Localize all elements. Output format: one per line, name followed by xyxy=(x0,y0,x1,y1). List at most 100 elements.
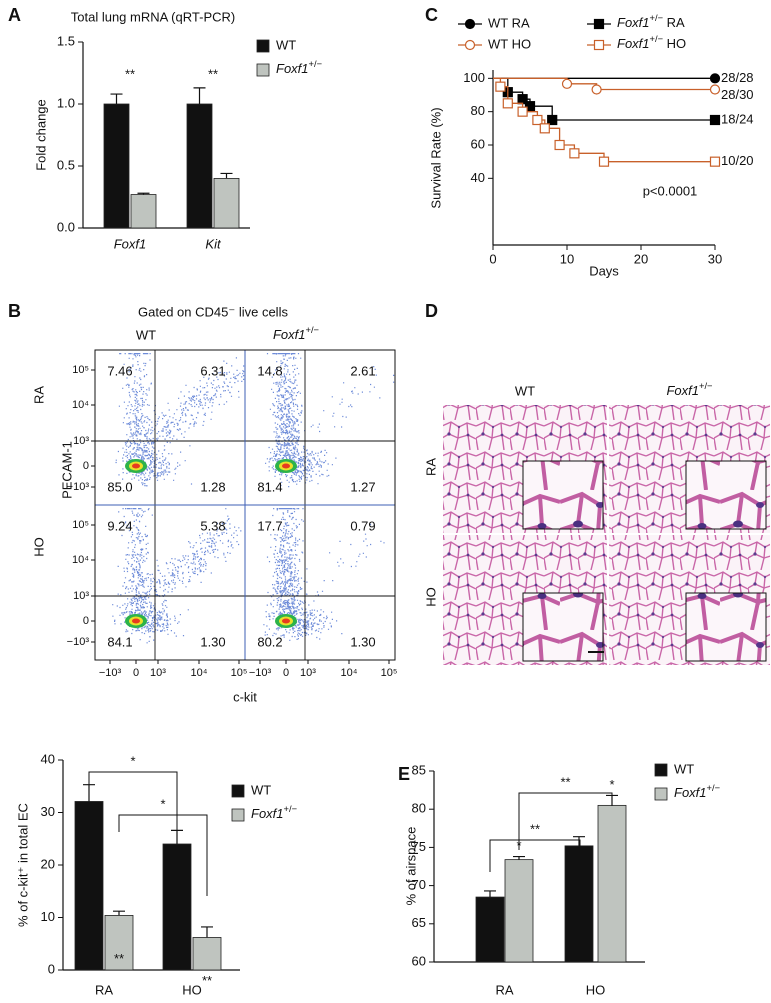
marker xyxy=(709,73,721,84)
y-tick-label: 40 xyxy=(41,751,55,766)
legend-label: WT xyxy=(276,37,296,52)
marker xyxy=(524,101,536,112)
bar xyxy=(162,843,192,971)
legend-swatch xyxy=(231,784,245,798)
marker xyxy=(598,156,610,167)
x-tick-label: 10 xyxy=(560,251,574,266)
y-tick-label: 1.0 xyxy=(57,95,75,110)
row-label: HO xyxy=(31,537,46,557)
marker xyxy=(561,78,573,89)
significance-label: ** xyxy=(125,66,135,81)
quadrant-percent: 1.28 xyxy=(200,479,225,494)
legend-marker xyxy=(593,39,605,51)
bar xyxy=(597,804,627,963)
y-tick-label: 60 xyxy=(471,136,485,151)
x-tick-label: 30 xyxy=(708,251,722,266)
y-tick-label: −10³ xyxy=(67,481,90,493)
histology-inset xyxy=(685,460,767,530)
legend-marker xyxy=(464,18,476,30)
bracket-label: ** xyxy=(560,774,570,789)
column-label: Foxf1+/− xyxy=(666,381,712,398)
bracket xyxy=(118,814,208,896)
legend-label: Foxf1+/− xyxy=(276,59,322,76)
y-tick-label: 65 xyxy=(412,915,426,930)
flow-title: Gated on CD45⁻ live cells xyxy=(138,304,288,319)
y-tick-label: 40 xyxy=(471,170,485,185)
quadrant-percent: 1.27 xyxy=(350,479,375,494)
error-bar xyxy=(171,829,183,844)
legend-swatch xyxy=(256,63,270,77)
quadrant-percent: 85.0 xyxy=(107,479,132,494)
bar xyxy=(475,896,505,963)
y-tick-label: 0 xyxy=(48,961,55,976)
marker xyxy=(532,114,543,126)
legend-swatch xyxy=(654,787,668,801)
marker xyxy=(591,84,602,95)
panel-letter: B xyxy=(8,301,21,321)
panel-letter: D xyxy=(425,301,438,321)
bar xyxy=(504,859,534,963)
density-core xyxy=(132,618,140,624)
quadrant-percent: 17.7 xyxy=(257,518,282,533)
bar xyxy=(192,937,222,971)
legend-label: WT xyxy=(251,782,271,797)
column-label: Foxf1+/− xyxy=(273,325,319,342)
legend-label: WT xyxy=(674,761,694,776)
bracket xyxy=(489,839,581,872)
marker xyxy=(517,106,528,117)
error-bar xyxy=(193,87,206,104)
x-tick-label: 10⁵ xyxy=(381,667,398,679)
x-tick-label: 10⁴ xyxy=(341,667,358,679)
cell-events xyxy=(115,353,245,487)
end-label: 10/20 xyxy=(721,153,754,168)
x-tick-label: RA xyxy=(95,982,113,997)
x-tick-label: 10⁵ xyxy=(231,667,248,679)
x-tick-label: HO xyxy=(586,982,606,997)
y-tick-label: 10³ xyxy=(73,435,89,447)
y-tick-label: 75 xyxy=(412,839,426,854)
y-tick-label: 20 xyxy=(41,856,55,871)
y-tick-label: 60 xyxy=(412,953,426,968)
panel-letter: C xyxy=(425,5,438,25)
x-tick-label: Kit xyxy=(205,236,222,251)
quadrant-percent: 2.61 xyxy=(350,363,375,378)
quadrant-percent: 1.30 xyxy=(350,634,375,649)
bar xyxy=(213,177,240,229)
x-tick-label: 10³ xyxy=(300,667,316,679)
y-axis-label: % of c-kit⁺ in total EC xyxy=(15,803,30,927)
row-label: RA xyxy=(423,458,438,476)
y-tick-label: 80 xyxy=(412,801,426,816)
x-tick-label: RA xyxy=(495,982,513,997)
legend-swatch xyxy=(256,39,270,53)
legend-label: WT RA xyxy=(488,15,530,30)
marker xyxy=(547,114,558,126)
legend-label: Foxf1+/− HO xyxy=(617,34,686,51)
y-tick-label: 10³ xyxy=(73,590,89,602)
bar xyxy=(130,194,157,229)
error-bar xyxy=(201,926,213,938)
x-tick-label: 20 xyxy=(634,251,648,266)
histology-inset xyxy=(522,460,604,530)
y-tick-label: 70 xyxy=(412,877,426,892)
y-tick-label: 10⁵ xyxy=(72,519,89,531)
quadrant-percent: 1.30 xyxy=(200,634,225,649)
density-core xyxy=(132,463,140,469)
error-bar xyxy=(220,172,233,179)
error-bar xyxy=(513,855,525,860)
end-label: 18/24 xyxy=(721,111,754,126)
y-tick-label: 10 xyxy=(41,909,55,924)
column-label: WT xyxy=(515,383,535,398)
histology-inset xyxy=(522,592,604,662)
quadrant-percent: 81.4 xyxy=(257,479,282,494)
x-tick-label: Foxf1 xyxy=(114,236,147,251)
x-tick-label: 0 xyxy=(133,667,139,679)
x-axis-label: Days xyxy=(589,263,619,278)
marker xyxy=(709,156,721,167)
y-tick-label: 0.5 xyxy=(57,157,75,172)
end-label: 28/28 xyxy=(721,70,754,85)
y-tick-label: 1.5 xyxy=(57,33,75,48)
cell-events xyxy=(112,508,242,644)
x-tick-label: 0 xyxy=(489,251,496,266)
bar xyxy=(186,103,213,229)
column-label: WT xyxy=(136,327,156,342)
